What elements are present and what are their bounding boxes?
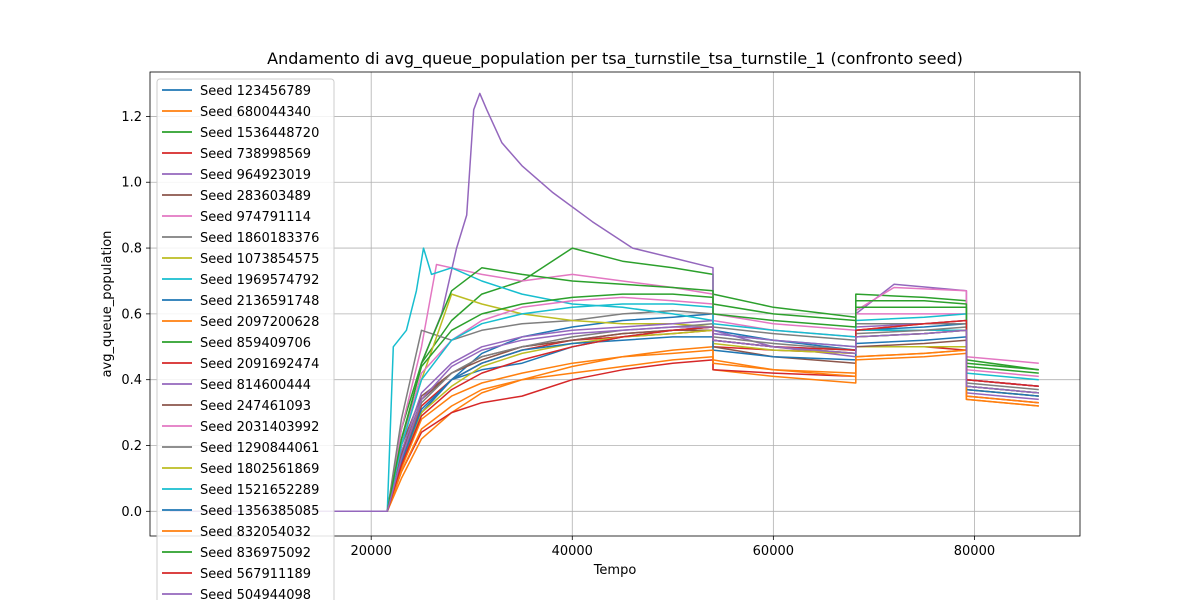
legend-label-3: Seed 738998569 <box>200 147 311 162</box>
legend-label-22: Seed 836975092 <box>200 546 311 561</box>
legend-label-24: Seed 504944098 <box>200 588 311 600</box>
y-axis-label: avg_queue_population <box>100 231 115 378</box>
series-line-12 <box>170 267 1039 513</box>
legend-label-12: Seed 859409706 <box>200 336 311 351</box>
y-tick-label-5: 1.0 <box>121 176 142 191</box>
legend-label-1: Seed 680044340 <box>200 105 311 120</box>
series-line-19 <box>170 303 1039 513</box>
legend-label-11: Seed 2097200628 <box>200 315 319 330</box>
series-line-22 <box>170 293 1039 513</box>
legend-label-18: Seed 1802561869 <box>200 462 319 477</box>
legend-label-5: Seed 283603489 <box>200 189 311 204</box>
legend: Seed 123456789 Seed 680044340 Seed 1536448… <box>156 78 335 600</box>
legend-label-16: Seed 2031403992 <box>200 420 319 435</box>
axes: 20000 40000 60000 80000 0.0 0.2 0.4 0.6 0.8 1.0 1.… <box>121 71 1081 559</box>
legend-label-23: Seed 567911189 <box>200 567 311 582</box>
series-line-6 <box>170 263 1039 513</box>
series-lines <box>170 92 1039 513</box>
legend-label-19: Seed 1521652289 <box>200 483 319 498</box>
legend-label-10: Seed 2136591748 <box>200 294 319 309</box>
x-axis-label: Tempo <box>593 563 637 578</box>
x-tick-label-0: 20000 <box>351 544 392 559</box>
legend-label-7: Seed 1860183376 <box>200 231 319 246</box>
series-line-24 <box>170 326 1039 513</box>
series-line-16 <box>170 296 1039 513</box>
y-tick-label-0: 0.0 <box>121 505 142 520</box>
legend-label-8: Seed 1073854575 <box>200 252 319 267</box>
y-tick-label-2: 0.4 <box>121 373 142 388</box>
legend-label-17: Seed 1290844061 <box>200 441 319 456</box>
x-tick-label-3: 80000 <box>954 544 995 559</box>
legend-label-14: Seed 814600444 <box>200 378 311 393</box>
series-line-1 <box>170 352 1039 513</box>
legend-label-0: Seed 123456789 <box>200 84 311 99</box>
chart-title: Andamento di avg_queue_population per ts… <box>267 49 963 69</box>
legend-label-20: Seed 1356385085 <box>200 504 319 519</box>
legend-box <box>156 78 335 600</box>
y-tick-label-1: 0.2 <box>121 439 142 454</box>
x-tick-label-1: 40000 <box>552 544 593 559</box>
legend-label-21: Seed 832054032 <box>200 525 311 540</box>
plot-frame <box>149 71 1081 537</box>
y-tick-label-6: 1.2 <box>121 110 142 125</box>
y-tick-label-4: 0.8 <box>121 242 142 257</box>
legend-label-9: Seed 1969574792 <box>200 273 319 288</box>
legend-label-15: Seed 247461093 <box>200 399 311 414</box>
legend-label-6: Seed 974791114 <box>200 210 311 225</box>
series-line-21 <box>170 349 1039 513</box>
series-line-23 <box>170 319 1039 513</box>
legend-label-13: Seed 2091692474 <box>200 357 319 372</box>
legend-label-2: Seed 1536448720 <box>200 126 319 141</box>
x-tick-label-2: 60000 <box>753 544 794 559</box>
y-tick-label-3: 0.6 <box>121 307 142 322</box>
legend-label-4: Seed 964923019 <box>200 168 311 183</box>
series-line-20 <box>170 336 1039 513</box>
